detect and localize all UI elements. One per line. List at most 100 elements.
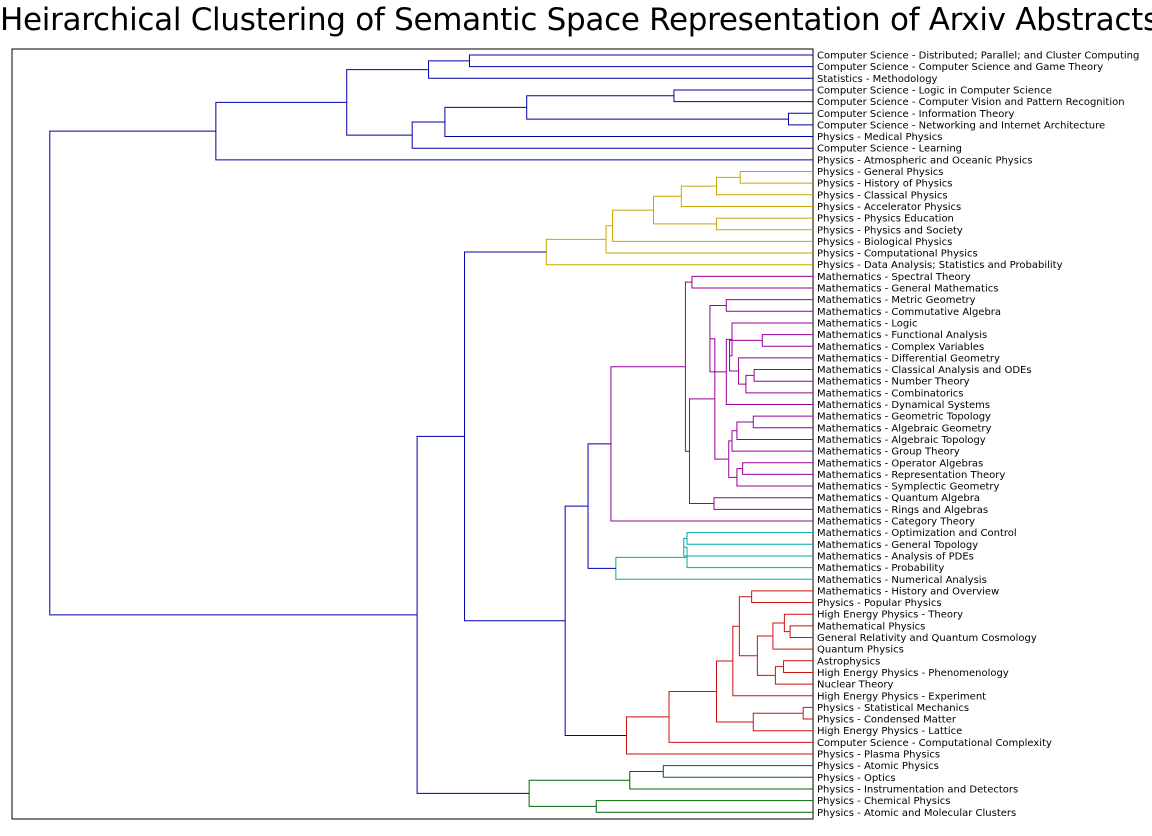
- leaf-label: Physics - Physics Education: [817, 214, 954, 225]
- leaf-label: Physics - Data Analysis; Statistics and …: [817, 260, 1063, 271]
- leaf-label: Physics - Physics and Society: [817, 225, 963, 236]
- leaf-label: Mathematics - Algebraic Geometry: [817, 423, 992, 434]
- dendrogram-link: [662, 765, 813, 778]
- leaf-label: Mathematics - Metric Geometry: [817, 295, 976, 306]
- leaf-label: Physics - Atmospheric and Oceanic Physic…: [817, 155, 1032, 166]
- leaf-label: Mathematics - Symplectic Geometry: [817, 482, 1000, 493]
- leaf-label: Mathematics - Classical Analysis and ODE…: [817, 365, 1032, 376]
- leaf-label: General Relativity and Quantum Cosmology: [817, 633, 1037, 644]
- dendrogram-link: [691, 275, 813, 289]
- dendrogram-link: [346, 69, 429, 136]
- leaf-label: Mathematics - Representation Theory: [817, 470, 1005, 481]
- leaf-label: Mathematics - Optimization and Control: [817, 528, 1017, 539]
- dendrogram-link: [789, 625, 813, 638]
- dendrogram-link: [625, 716, 813, 755]
- leaf-label: Mathematics - Operator Algebras: [817, 458, 983, 469]
- dendrogram-link: [729, 322, 813, 357]
- leaf-label: Computer Science - Computational Complex…: [817, 738, 1052, 749]
- leaf-label: Computer Science - Computer Science and …: [817, 62, 1103, 73]
- dendrogram-link: [468, 54, 813, 68]
- leaf-label: Physics - Biological Physics: [817, 237, 952, 248]
- dendrogram-link: [683, 537, 813, 557]
- dendrogram-link: [787, 112, 813, 126]
- leaf-label: Statistics - Methodology: [817, 74, 938, 85]
- leaf-label: Mathematical Physics: [817, 621, 925, 632]
- dendrogram-link: [215, 101, 813, 161]
- leaf-label: Mathematics - Geometric Topology: [817, 412, 991, 423]
- dendrogram-link: [668, 690, 813, 743]
- dendrogram-link: [715, 660, 754, 723]
- leaf-label: Mathematics - Dynamical Systems: [817, 400, 990, 411]
- dendrogram-link: [444, 106, 813, 138]
- leaf-label: Mathematics - Probability: [817, 563, 944, 574]
- dendrogram-link: [752, 415, 813, 429]
- leaf-label: Mathematics - Quantum Algebra: [817, 493, 980, 504]
- leaf-label: Mathematics - Differential Geometry: [817, 353, 1000, 364]
- leaf-label: Astrophysics: [817, 656, 880, 667]
- dendrogram-link: [428, 60, 813, 79]
- dendrogram-link: [673, 89, 813, 103]
- dendrogram-link: [772, 622, 813, 650]
- leaf-label: Quantum Physics: [817, 645, 904, 656]
- leaf-label: Physics - Atomic Physics: [817, 761, 939, 772]
- chart-title: Heirarchical Clustering of Semantic Spac…: [0, 2, 1152, 38]
- dendrogram-link: [612, 209, 813, 242]
- dendrogram-link: [774, 666, 813, 685]
- dendrogram-link: [753, 369, 813, 382]
- dendrogram-link: [564, 505, 627, 736]
- leaf-label: High Energy Physics - Lattice: [817, 726, 962, 737]
- dendrogram-link: [751, 590, 813, 604]
- leaf-label: Physics - Statistical Mechanics: [817, 703, 969, 714]
- dendrogram-link: [652, 195, 717, 225]
- leaf-label: Mathematics - Combinatorics: [817, 388, 963, 399]
- dendrogram-link: [715, 217, 813, 231]
- leaf-label: Mathematics - History and Overview: [817, 586, 999, 597]
- dendrogram-link: [742, 462, 813, 475]
- leaf-label: Physics - Instrumentation and Detectors: [817, 784, 1018, 795]
- leaf-label: Computer Science - Networking and Intern…: [817, 120, 1105, 131]
- leaf-label: Mathematics - Analysis of PDEs: [817, 551, 974, 562]
- leaf-label: Physics - History of Physics: [817, 179, 953, 190]
- leaf-label: High Energy Physics - Phenomenology: [817, 668, 1009, 679]
- dendrogram-link: [713, 497, 813, 510]
- dendrogram-link: [464, 251, 566, 622]
- leaf-label: Mathematics - Rings and Algebras: [817, 505, 988, 516]
- dendrogram-link: [738, 357, 813, 385]
- dendrogram-link: [688, 398, 715, 505]
- dendrogram-link: [739, 171, 813, 184]
- leaf-label: Mathematics - Functional Analysis: [817, 330, 987, 341]
- leaf-label: Mathematics - Number Theory: [817, 377, 970, 388]
- leaf-label: Physics - Classical Physics: [817, 190, 948, 201]
- dendrogram-link: [528, 779, 630, 807]
- dendrogram-link: [731, 430, 813, 452]
- leaf-label: Mathematics - General Mathematics: [817, 284, 998, 295]
- dendrogram-link: [684, 281, 692, 452]
- dendrogram-link: [783, 660, 813, 673]
- dendrogram-link: [736, 468, 813, 487]
- plot-frame: [11, 48, 814, 820]
- leaf-label: Physics - Condensed Matter: [817, 715, 957, 726]
- dendrogram-link: [745, 374, 813, 394]
- dendrogram-link: [629, 770, 813, 790]
- leaf-label: Computer Science - Information Theory: [817, 109, 1015, 120]
- leaf-label: Mathematics - Category Theory: [817, 517, 975, 528]
- dendrogram-link: [416, 435, 530, 794]
- dendrogram-link: [526, 95, 789, 120]
- leaf-label: Physics - Plasma Physics: [817, 750, 940, 761]
- leaf-label: Nuclear Theory: [817, 680, 893, 691]
- dendrogram-link: [752, 712, 813, 732]
- leaf-label: Mathematics - Commutative Algebra: [817, 307, 1001, 318]
- dendrogram-link: [728, 440, 737, 478]
- dendrogram-link: [615, 556, 813, 580]
- dendrogram-link: [725, 338, 813, 405]
- leaf-label: Mathematics - Logic: [817, 318, 918, 329]
- leaf-label: High Energy Physics - Theory: [817, 610, 963, 621]
- leaf-label: Mathematics - General Topology: [817, 540, 978, 551]
- dendrogram-link: [587, 443, 616, 569]
- leaf-label: Mathematics - Group Theory: [817, 447, 960, 458]
- dendrogram-link: [736, 421, 813, 440]
- leaf-label: Physics - Accelerator Physics: [817, 202, 961, 213]
- leaf-label: Computer Science - Distributed; Parallel…: [817, 51, 1139, 62]
- leaf-label: Physics - Medical Physics: [817, 132, 942, 143]
